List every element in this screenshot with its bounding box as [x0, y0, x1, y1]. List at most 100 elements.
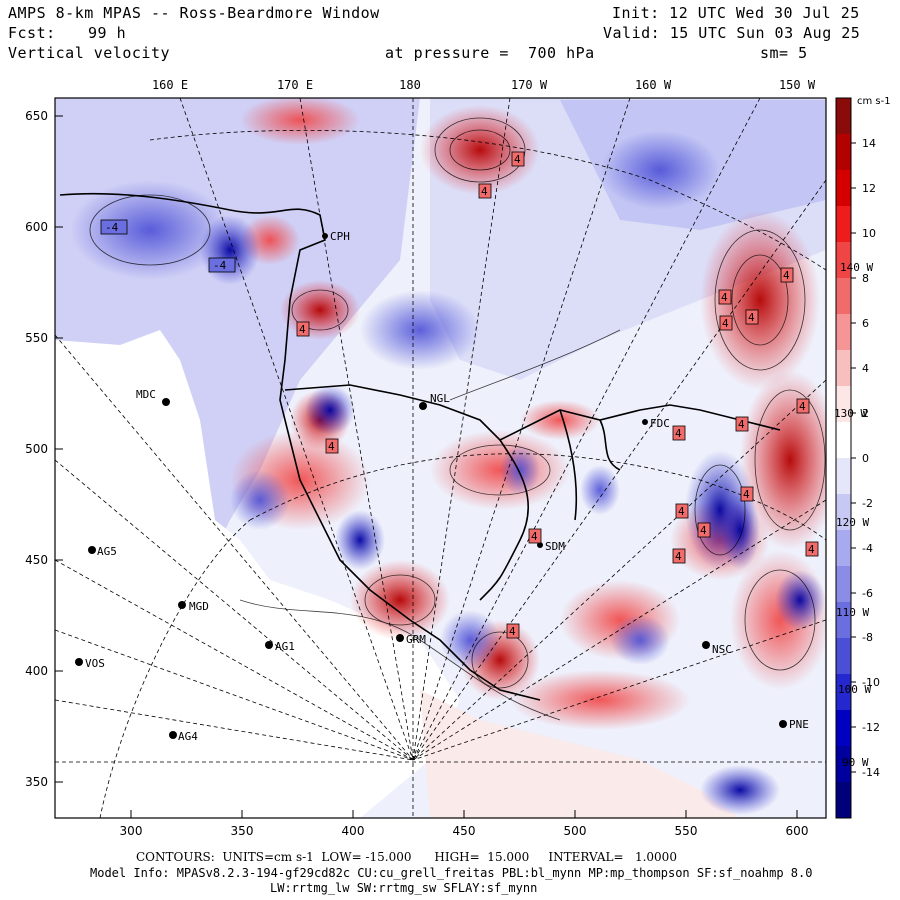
field-layer: MDC NGL AG5 MGD AG1 VOS AG4 GRM CPH SDM …: [55, 98, 826, 818]
station-label-mgd: MGD: [189, 600, 209, 613]
contour-label-positive: 4: [719, 315, 733, 331]
longitude-label: 160 W: [635, 78, 672, 92]
y-tick-label: 550: [25, 331, 48, 345]
colorbar-cell: [836, 458, 851, 495]
colorbar-cell: [836, 530, 851, 567]
svg-text:4: 4: [514, 153, 521, 166]
colorbar-cell: [836, 674, 851, 711]
station-label-vos: VOS: [85, 657, 105, 670]
longitude-label: 90 W: [842, 756, 869, 769]
svg-text:4: 4: [299, 323, 306, 336]
station-label-ag5: AG5: [97, 545, 117, 558]
y-tick-label: 450: [25, 553, 48, 567]
svg-text:4: 4: [675, 427, 682, 440]
svg-text:4: 4: [799, 400, 806, 413]
pressure-level: at pressure = 700 hPa: [385, 44, 595, 62]
station-dot-ngl: [419, 402, 427, 410]
contour-label-positive: 4: [796, 398, 810, 414]
station-label-ngl: NGL: [430, 392, 450, 405]
contour-label-positive: 4: [511, 151, 525, 167]
contours-info: CONTOURS: UNITS=cm s-1 LOW= -15.000 HIGH…: [136, 850, 677, 864]
station-dot-mgd: [178, 601, 186, 609]
station-dot-ag5: [88, 546, 96, 554]
svg-text:4: 4: [675, 550, 682, 563]
station-label-pne: PNE: [789, 718, 809, 731]
svg-text:4: 4: [481, 185, 488, 198]
colorbar-tick-label: 8: [862, 272, 869, 285]
station-dot-fdc: [642, 419, 648, 425]
colorbar-tick-label: -2: [862, 497, 873, 510]
map-title: AMPS 8-km MPAS -- Ross-Beardmore Window: [8, 4, 380, 22]
station-label-grm: GRM: [406, 633, 426, 646]
longitude-label: 140 W: [840, 261, 873, 274]
contour-label-positive: 4: [805, 541, 819, 557]
colorbar-cell: [836, 710, 851, 747]
contour-label-positive: 4: [745, 309, 759, 325]
station-dot-pne: [779, 720, 787, 728]
contour-label-positive: 4: [478, 183, 492, 199]
svg-text:4: 4: [721, 291, 728, 304]
contour-label-positive: 4: [672, 425, 686, 441]
svg-text:4: 4: [748, 311, 755, 324]
longitude-label: 110 W: [836, 606, 869, 619]
colorbar-cell: [836, 350, 851, 387]
y-tick-label: 350: [25, 775, 48, 789]
longitude-label: 150 W: [779, 78, 816, 92]
contour-label-positive: 4: [296, 321, 310, 337]
station-label-mdc: MDC: [136, 388, 156, 401]
y-tick-label: 400: [25, 664, 48, 678]
x-tick-label: 300: [120, 824, 143, 838]
colorbar-tick-label: -4: [862, 542, 873, 555]
contour-label-positive: 4: [506, 623, 520, 639]
station-label-ag1: AG1: [275, 640, 295, 653]
colorbar-cell: [836, 494, 851, 531]
longitude-label: 120 W: [836, 516, 869, 529]
colorbar-tick-label: 0: [862, 452, 869, 465]
longitude-label: 170 W: [511, 78, 548, 92]
station-label-fdc: FDC: [650, 417, 670, 430]
longitude-label: 100 W: [838, 683, 871, 696]
model-info: Model Info: MPASv8.2.3-194-gf29cd82c CU:…: [90, 866, 813, 880]
colorbar-cell: [836, 746, 851, 783]
colorbar-units: cm s-1: [857, 96, 891, 107]
svg-text:4: 4: [328, 440, 335, 453]
station-label-ag4: AG4: [178, 730, 198, 743]
contour-label-positive: 4: [528, 528, 542, 544]
colorbar-tick-label: 2: [862, 407, 869, 420]
svg-text:4: 4: [743, 488, 750, 501]
x-tick-label: 450: [453, 824, 476, 838]
x-tick-label: 600: [786, 824, 809, 838]
colorbar-tick-label: -10: [862, 676, 880, 689]
y-tick-label: 600: [25, 220, 48, 234]
colorbar-tick-label: -6: [862, 587, 873, 600]
x-tick-label: 550: [675, 824, 698, 838]
contour-label-negative: -4: [208, 257, 236, 273]
colorbar-tick-label: 6: [862, 317, 869, 330]
init-time: Init: 12 UTC Wed 30 Jul 25: [612, 4, 860, 22]
colorbar-cell: [836, 602, 851, 639]
contour-label-negative: -4: [100, 219, 128, 235]
colorbar-cell: [836, 566, 851, 603]
colorbar-cell: [836, 98, 851, 135]
station-label-sdm: SDM: [545, 540, 565, 553]
colorbar: cm s-1 14 12 10 8 6 4 2 0 -2 -4 -6 -8 -10 -12 -14: [835, 96, 891, 819]
x-tick-label: 400: [342, 824, 365, 838]
svg-text:4: 4: [509, 625, 516, 638]
svg-text:4: 4: [808, 543, 815, 556]
contour-label-positive: 4: [697, 522, 711, 538]
svg-text:4: 4: [678, 505, 685, 518]
colorbar-tick-label: -12: [862, 721, 880, 734]
station-dot-grm: [396, 634, 404, 642]
svg-text:-4: -4: [213, 259, 227, 272]
svg-text:4: 4: [783, 269, 790, 282]
colorbar-cell: [836, 278, 851, 315]
plot-frame: [54, 97, 827, 819]
longitude-label: 170 E: [277, 78, 313, 92]
colorbar-tick-label: 14: [862, 137, 876, 150]
y-tick-label: 650: [25, 109, 48, 123]
station-dot-mdc: [162, 398, 170, 406]
x-tick-label: 500: [564, 824, 587, 838]
valid-time: Valid: 15 UTC Sun 03 Aug 25: [603, 24, 861, 42]
longitude-label: 180: [399, 78, 421, 92]
